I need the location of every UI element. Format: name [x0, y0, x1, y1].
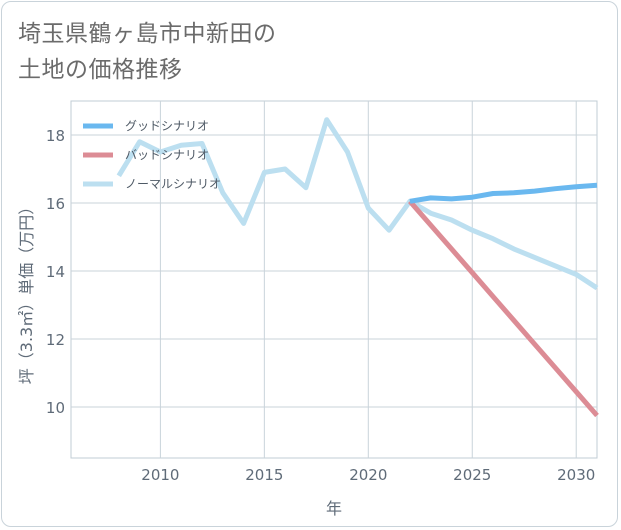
page-title-line2: 土地の価格推移	[18, 57, 183, 83]
series-line-2	[116, 117, 599, 291]
y-tick-label: 18	[46, 127, 65, 145]
series-line-1	[408, 199, 599, 418]
y-axis-label: 坪（3.3㎡）単価（万円）	[17, 199, 36, 384]
legend-label-2: ノーマルシナリオ	[125, 177, 221, 191]
page-title: 埼玉県鶴ヶ島市中新田の 土地の価格推移	[18, 16, 277, 88]
legend-label-0: グッドシナリオ	[125, 119, 209, 133]
x-tick-label: 2020	[349, 466, 387, 484]
x-tick-label: 2010	[141, 466, 179, 484]
y-tick-label: 16	[46, 195, 65, 213]
series-line-0	[409, 182, 598, 204]
series-lines	[116, 117, 599, 418]
x-axis-label: 年	[326, 499, 342, 518]
plot-area-border	[70, 100, 598, 459]
x-tick-label: 2030	[557, 466, 595, 484]
page-title-line1: 埼玉県鶴ヶ島市中新田の	[18, 21, 277, 47]
x-tick-label: 2025	[453, 466, 491, 484]
x-tick-label: 2015	[245, 466, 283, 484]
grid	[70, 100, 598, 459]
y-tick-label: 14	[46, 263, 65, 281]
y-tick-label: 10	[46, 399, 65, 417]
axes: 2010 2015 2020 2025 2030 10 12 14 16 18	[46, 127, 595, 484]
y-tick-label: 12	[46, 331, 65, 349]
legend-label-1: バッドシナリオ	[125, 148, 209, 162]
